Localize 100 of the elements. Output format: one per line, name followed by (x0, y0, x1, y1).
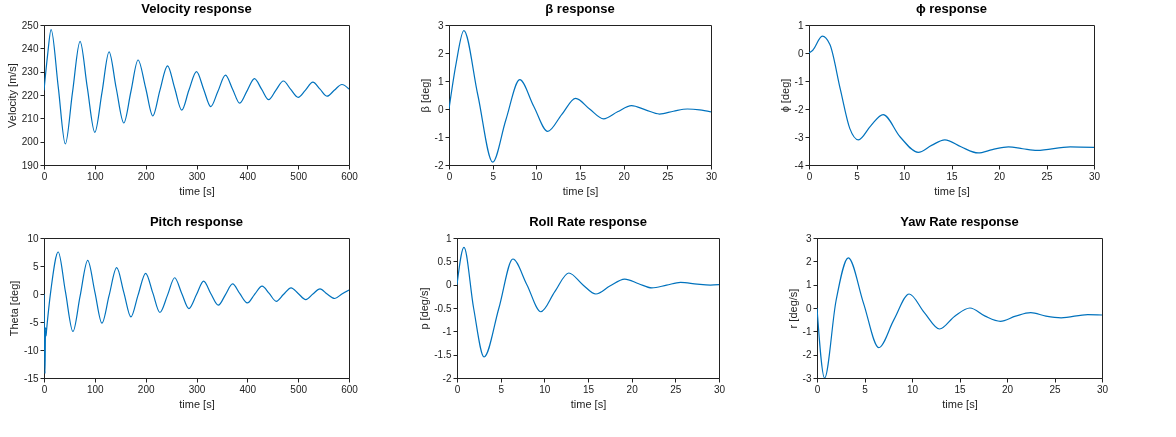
y-tick-label: -2 (802, 349, 812, 361)
y-tick-label: 2 (805, 255, 812, 267)
y-tick-label: 0.5 (437, 255, 452, 267)
x-tick-label: 10 (539, 383, 551, 395)
line-series (44, 29, 349, 145)
y-tick-label: 10 (27, 232, 39, 244)
chart-title: Roll Rate response (529, 214, 647, 229)
y-tick-label: -2 (794, 103, 804, 115)
chart-title: Yaw Rate response (900, 214, 1019, 229)
x-axis-title: time [s] (179, 397, 215, 410)
line-series (457, 246, 719, 358)
chart-title: ϕ response (915, 1, 988, 16)
y-tick-label: -3 (802, 372, 812, 384)
x-tick-label: 20 (1001, 383, 1014, 395)
y-tick-label: 1 (805, 279, 812, 291)
y-tick-label: 0 (797, 47, 804, 59)
x-tick-label: 5 (490, 170, 497, 182)
x-tick-label: 0 (814, 383, 821, 395)
x-tick-label: 25 (1041, 170, 1053, 182)
x-tick-label: 300 (188, 170, 206, 182)
y-tick-label: 3 (805, 232, 812, 244)
x-tick-label: 20 (993, 170, 1006, 182)
y-tick-label: 1 (445, 232, 452, 244)
x-tick-label: 200 (137, 383, 155, 395)
x-tick-label: 100 (86, 170, 105, 182)
line-series (817, 257, 1102, 378)
y-tick-label: 2 (437, 47, 444, 59)
y-axis-title: p [deg/s] (418, 287, 431, 330)
y-tick-label: 240 (21, 42, 39, 54)
y-tick-label: 220 (21, 89, 39, 101)
y-tick-label: 0 (437, 103, 444, 115)
y-tick-label: 3 (437, 19, 444, 31)
x-axis-title: time [s] (570, 397, 607, 410)
y-axis-title: r [deg/s] (786, 288, 799, 329)
y-tick-label: 1 (797, 19, 804, 31)
y-tick-label: 1 (437, 75, 444, 87)
x-tick-label: 5 (862, 383, 869, 395)
y-tick-label: 5 (32, 260, 39, 272)
y-tick-label: -2 (442, 372, 452, 384)
x-tick-label: 20 (626, 383, 639, 395)
x-tick-label: 25 (662, 170, 674, 182)
x-tick-label: 15 (574, 170, 587, 182)
y-tick-label: -10 (24, 344, 39, 356)
y-tick-label: -2 (434, 159, 444, 171)
y-tick-label: -1 (802, 325, 812, 337)
y-tick-label: 0 (805, 302, 812, 314)
x-tick-label: 600 (341, 170, 359, 182)
y-tick-label: -1.5 (434, 349, 452, 361)
x-tick-label: 25 (1049, 383, 1061, 395)
y-tick-label: 210 (21, 112, 39, 124)
line-series (44, 251, 349, 375)
x-tick-label: 15 (954, 383, 966, 395)
x-axis-title: time [s] (934, 184, 970, 197)
chart-title: β response (545, 1, 615, 16)
x-tick-label: 5 (498, 383, 505, 395)
y-tick-label: 230 (21, 66, 39, 78)
line-series (809, 35, 1094, 154)
x-axis-title: time [s] (942, 397, 978, 410)
y-axis-title: Theta [deg] (8, 280, 21, 337)
y-axis-title: β [deg] (418, 78, 431, 113)
x-tick-label: 30 (1096, 383, 1109, 395)
x-tick-label: 10 (531, 170, 543, 182)
x-tick-label: 600 (341, 383, 359, 395)
line-series (449, 30, 711, 163)
x-axis-title: time [s] (562, 184, 599, 197)
y-tick-label: -5 (29, 316, 39, 328)
x-tick-label: 30 (705, 170, 718, 182)
x-tick-label: 500 (290, 383, 308, 395)
x-tick-label: 400 (239, 383, 257, 395)
y-tick-label: -0.5 (434, 302, 452, 314)
x-tick-label: 10 (906, 383, 919, 395)
y-axis-title: ϕ [deg] (778, 78, 791, 113)
y-tick-label: -1 (434, 131, 444, 143)
x-tick-label: 500 (290, 170, 308, 182)
x-tick-label: 30 (1088, 170, 1101, 182)
y-tick-label: 250 (21, 19, 39, 31)
y-tick-label: 0 (445, 279, 452, 291)
x-tick-label: 0 (454, 383, 461, 395)
x-tick-label: 300 (188, 383, 206, 395)
x-tick-label: 15 (946, 170, 958, 182)
x-tick-label: 400 (239, 170, 257, 182)
y-tick-label: -1 (794, 75, 804, 87)
y-tick-label: 190 (21, 159, 39, 171)
x-tick-label: 15 (582, 383, 595, 395)
x-tick-label: 100 (86, 383, 105, 395)
chart-title: Pitch response (149, 214, 244, 229)
x-tick-label: 0 (41, 170, 48, 182)
y-tick-label: -1 (442, 325, 452, 337)
x-tick-label: 200 (137, 170, 155, 182)
x-tick-label: 10 (898, 170, 911, 182)
y-tick-label: -4 (794, 159, 804, 171)
x-tick-label: 0 (41, 383, 48, 395)
x-tick-label: 25 (670, 383, 682, 395)
x-tick-label: 5 (854, 170, 861, 182)
y-tick-label: -15 (24, 372, 39, 384)
x-axis-title: time [s] (179, 184, 215, 197)
y-tick-label: 200 (21, 136, 39, 148)
chart-title: Velocity response (141, 1, 252, 16)
x-tick-label: 30 (713, 383, 726, 395)
y-axis-title: Velocity [m/s] (5, 63, 18, 128)
